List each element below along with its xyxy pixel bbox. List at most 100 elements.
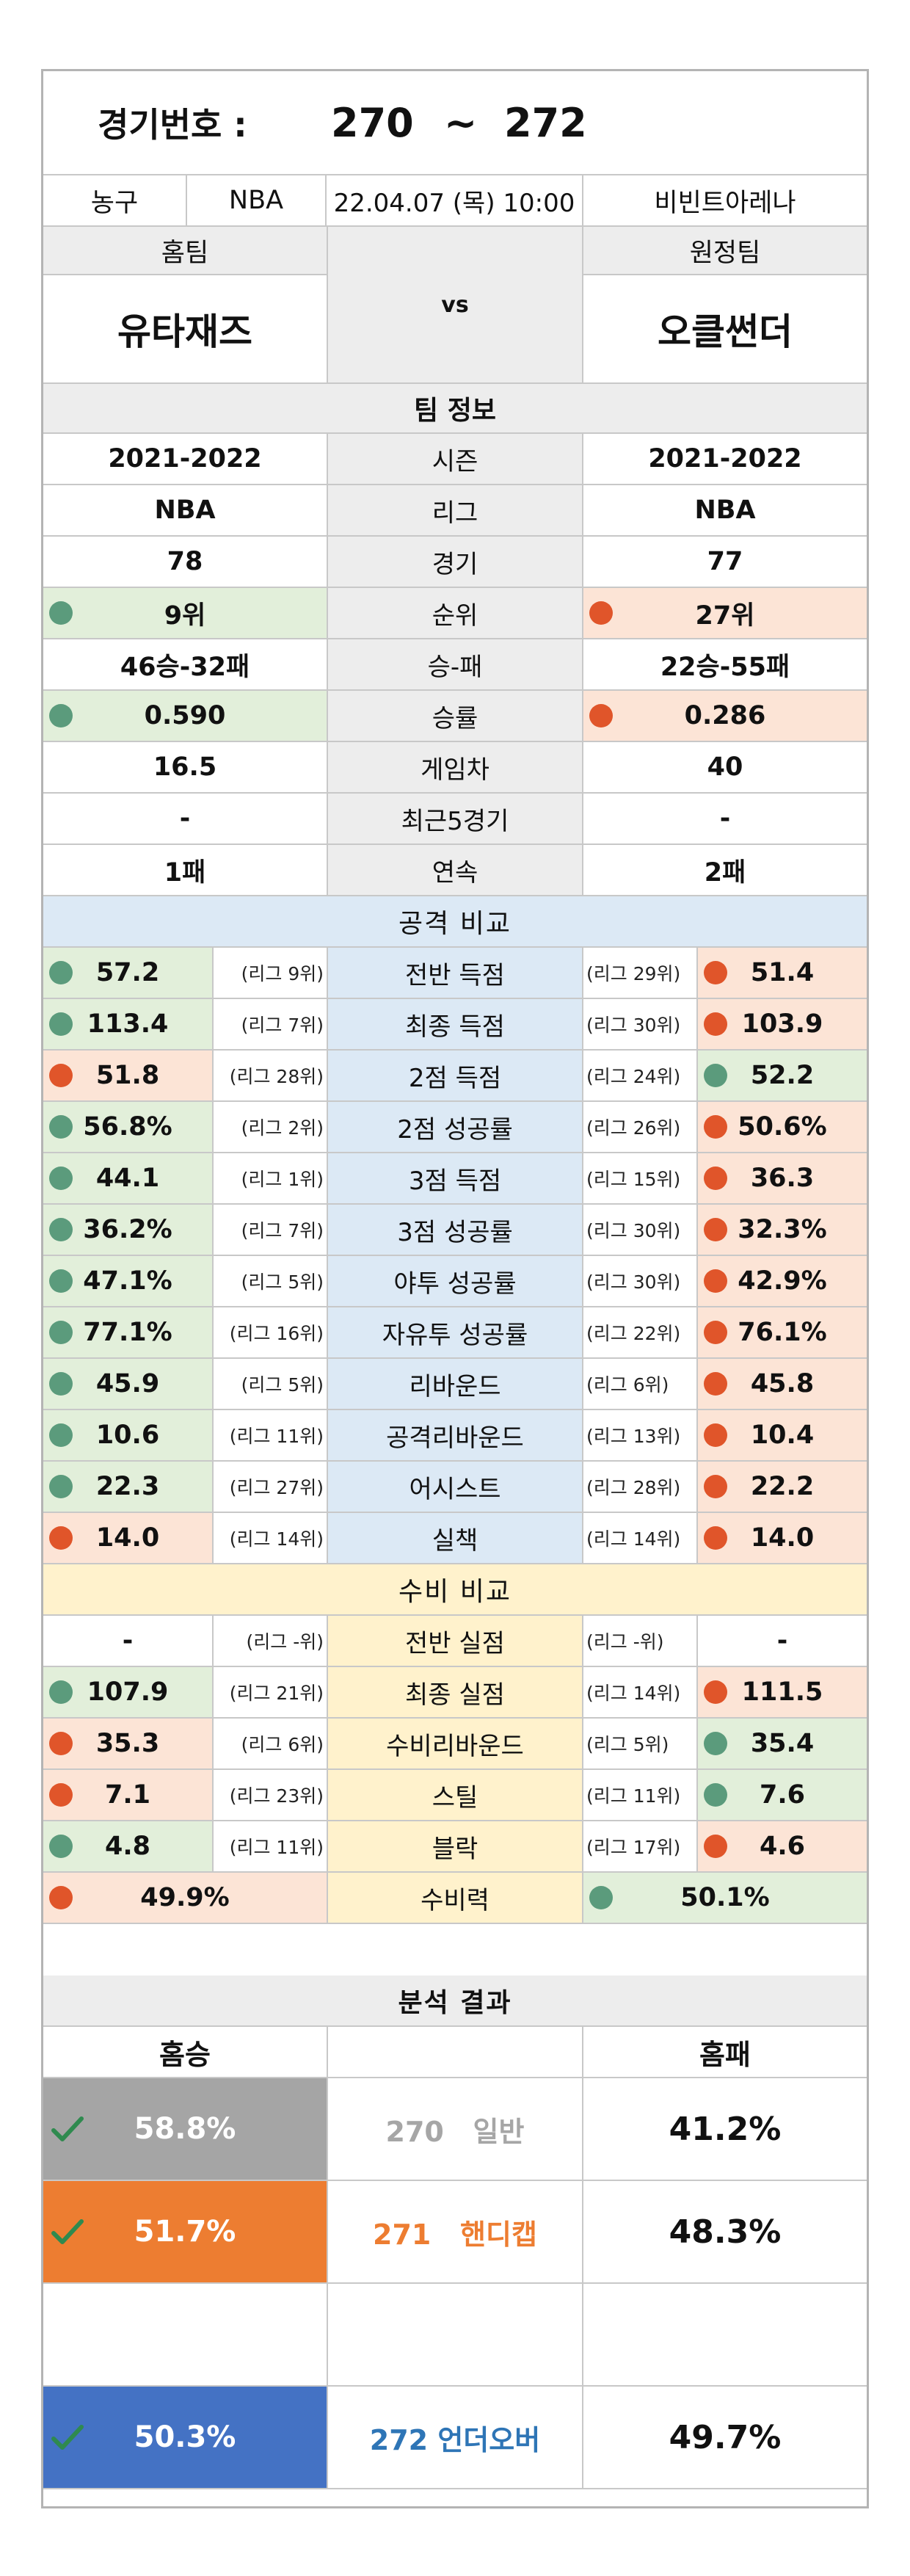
- away-league-rank: (리그 6위): [583, 1359, 698, 1409]
- away-value: 7.6: [698, 1770, 867, 1820]
- home-rank-text: (리그 16위): [229, 1323, 324, 1344]
- green-indicator-icon: [589, 1886, 613, 1909]
- away-value-text: 35.4: [750, 1729, 815, 1758]
- home-league-rank: (리그 7위): [214, 999, 328, 1049]
- home-loss-head: 홈패: [699, 2038, 751, 2071]
- home-value: -: [43, 794, 328, 843]
- away-value: 22.2: [698, 1462, 867, 1512]
- stat-label: 리바운드: [328, 1359, 583, 1409]
- home-value-text: 2021-2022: [108, 444, 262, 474]
- home-team-label: 홈팀: [43, 227, 327, 275]
- home-value: NBA: [43, 485, 328, 535]
- away-value: 77: [583, 537, 867, 587]
- attack-row: 44.1 (리그 1위) 3점 득점 (리그 15위) 36.3: [43, 1153, 867, 1205]
- bet-type-label: 271 핸디캡: [328, 2181, 583, 2282]
- home-league-rank: (리그 2위): [214, 1102, 328, 1152]
- green-indicator-icon: [49, 1680, 73, 1704]
- away-rank-text: (리그 29위): [586, 963, 681, 984]
- away-value-text: 42.9%: [738, 1266, 827, 1296]
- home-rank-text: (리그 21위): [229, 1683, 324, 1704]
- match-info-row: 농구 NBA 22.04.07 (목) 10:00 비빈트아레나: [43, 175, 867, 227]
- red-indicator-icon: [704, 1475, 727, 1498]
- home-value-text: 1패: [164, 857, 206, 888]
- stat-label: 리그: [328, 485, 583, 535]
- away-rank-text: (리그 17위): [586, 1837, 681, 1858]
- vs-cell: vs: [328, 227, 583, 382]
- home-value-text: 78: [167, 547, 203, 576]
- red-indicator-icon: [704, 1372, 727, 1396]
- green-indicator-icon: [49, 1167, 73, 1190]
- home-value: 57.2: [43, 948, 214, 998]
- red-indicator-icon: [704, 1218, 727, 1241]
- home-league-rank: (리그 5위): [214, 1256, 328, 1306]
- stat-label: 승률: [328, 691, 583, 741]
- stat-label: 블락: [328, 1821, 583, 1871]
- away-league-rank: (리그 28위): [583, 1462, 698, 1512]
- away-value: 45.8: [698, 1359, 867, 1409]
- away-value: 42.9%: [698, 1256, 867, 1306]
- away-value-text: -: [719, 804, 731, 833]
- green-indicator-icon: [49, 1269, 73, 1293]
- attack-title: 공격 비교: [398, 909, 512, 939]
- bet-type-label: 270 일반: [328, 2078, 583, 2180]
- team-info-row: 1패 연속 2패: [43, 845, 867, 896]
- home-value-text: 107.9: [87, 1677, 169, 1707]
- attack-row: 51.8 (리그 28위) 2점 득점 (리그 24위) 52.2: [43, 1051, 867, 1102]
- game-number-tilde: ~: [444, 99, 478, 146]
- defense-power-row: 49.9% 수비력 50.1%: [43, 1873, 867, 1924]
- away-value: 10.4: [698, 1410, 867, 1460]
- home-loss-prob-text: 48.3%: [669, 2213, 782, 2251]
- green-indicator-icon: [704, 1732, 727, 1755]
- home-value-text: NBA: [154, 496, 216, 525]
- analysis-title: 분석 결과: [398, 1988, 512, 2018]
- away-value-text: 32.3%: [738, 1215, 827, 1244]
- home-league-rank: (리그 1위): [214, 1153, 328, 1203]
- away-value: 2021-2022: [583, 434, 867, 484]
- attack-row: 45.9 (리그 5위) 리바운드 (리그 6위) 45.8: [43, 1359, 867, 1410]
- stat-label: 최종 득점: [328, 999, 583, 1049]
- home-league-rank: (리그 7위): [214, 1205, 328, 1255]
- stat-label: 게임차: [328, 742, 583, 792]
- red-indicator-icon: [49, 1064, 73, 1087]
- home-value: 1패: [43, 845, 328, 895]
- home-rank-text: (리그 23위): [229, 1785, 324, 1807]
- team-info-title: 팀 정보: [414, 396, 496, 426]
- stat-label: 전반 득점: [328, 948, 583, 998]
- home-value-text: 22.3: [95, 1472, 160, 1501]
- home-loss-prob: 48.3%: [583, 2181, 867, 2282]
- home-value: 113.4: [43, 999, 214, 1049]
- home-value-text: 10.6: [95, 1421, 160, 1450]
- home-rank-text: (리그 7위): [241, 1220, 324, 1241]
- home-rank-text: (리그 28위): [229, 1066, 324, 1087]
- analysis-row: 50.3% 272 언더오버 49.7%: [43, 2387, 867, 2489]
- away-value: 51.4: [698, 948, 867, 998]
- analysis-title-row: 분석 결과: [43, 1975, 867, 2027]
- away-value-text: 111.5: [741, 1677, 823, 1707]
- green-indicator-icon: [49, 961, 73, 984]
- home-rank-text: (리그 5위): [241, 1271, 324, 1293]
- home-value: 9위: [43, 588, 328, 638]
- away-league-rank: (리그 13위): [583, 1410, 698, 1460]
- home-value-text: 46승-32패: [120, 652, 250, 682]
- away-value-text: -: [776, 1626, 788, 1655]
- home-value-text: 57.2: [95, 958, 160, 987]
- home-value: 0.590: [43, 691, 328, 741]
- away-value-text: 2패: [704, 857, 746, 888]
- away-power-text: 50.1%: [680, 1883, 770, 1912]
- away-value-text: 50.6%: [738, 1112, 827, 1142]
- red-indicator-icon: [704, 1115, 727, 1139]
- away-rank-text: (리그 -위): [586, 1631, 664, 1652]
- away-value-text: 27위: [695, 601, 755, 631]
- attack-row: 22.3 (리그 27위) 어시스트 (리그 28위) 22.2: [43, 1462, 867, 1513]
- home-value: 51.8: [43, 1051, 214, 1100]
- away-value: 50.6%: [698, 1102, 867, 1152]
- away-value: -: [698, 1616, 867, 1666]
- home-value-text: 7.1: [104, 1780, 150, 1810]
- away-rank-text: (리그 13위): [586, 1426, 681, 1447]
- stat-label: 시즌: [328, 434, 583, 484]
- away-power: 50.1%: [583, 1873, 867, 1923]
- stat-label: 3점 성공률: [328, 1205, 583, 1255]
- checkmark-icon: [51, 2116, 84, 2141]
- green-indicator-icon: [49, 1835, 73, 1858]
- team-info-row: - 최근5경기 -: [43, 794, 867, 845]
